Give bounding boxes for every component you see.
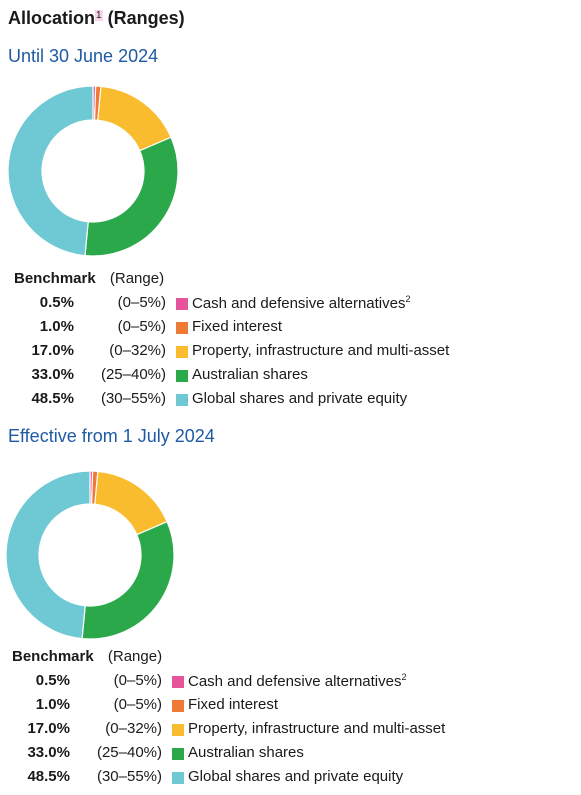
benchmark-value: 0.5% bbox=[39, 294, 74, 311]
legend-swatch bbox=[172, 748, 184, 760]
legend-swatch bbox=[176, 298, 188, 310]
legend-swatch bbox=[176, 370, 188, 382]
benchmark-header: Benchmark bbox=[12, 648, 94, 665]
benchmark-value: 17.0% bbox=[31, 342, 74, 359]
donut-slice-5 bbox=[7, 85, 94, 257]
legend-label-text: Fixed interest bbox=[188, 696, 279, 713]
benchmark-value: 1.0% bbox=[39, 318, 74, 335]
legend-row: 1.0% (0–5%) Fixed interest bbox=[0, 318, 500, 342]
range-header: (Range) bbox=[109, 270, 165, 287]
legend-label-text: Fixed interest bbox=[192, 318, 283, 335]
title-footnote: 1 bbox=[95, 10, 103, 21]
legend-label: Fixed interest bbox=[188, 696, 278, 713]
legend-label: Australian shares bbox=[192, 366, 308, 383]
legend-row: 48.5% (30–55%) Global shares and private e… bbox=[0, 390, 500, 414]
legend-row: 0.5% (0–5%) Cash and defensive alternative… bbox=[0, 294, 500, 318]
legend-label: Global shares and private equity bbox=[188, 768, 403, 785]
donut-slice-3 bbox=[94, 470, 168, 536]
title-suffix: (Ranges) bbox=[107, 8, 185, 28]
range-value: (25–40%) bbox=[100, 366, 166, 383]
allocation-section-from-july: Effective from 1 July 2024 Benchmark (Ra… bbox=[0, 426, 581, 795]
legend-label: Global shares and private equity bbox=[192, 390, 407, 407]
range-value: (30–55%) bbox=[96, 768, 162, 785]
donut-slice-4 bbox=[84, 136, 179, 257]
legend-row: 17.0% (0–32%) Property, infrastructure and… bbox=[0, 720, 496, 744]
range-value: (0–32%) bbox=[109, 342, 166, 359]
legend-label: Property, infrastructure and multi-asset bbox=[188, 720, 445, 737]
benchmark-value: 33.0% bbox=[31, 366, 74, 383]
legend-label-text: Global shares and private equity bbox=[192, 390, 408, 407]
donut-chart bbox=[5, 470, 175, 640]
legend-header: Benchmark (Range) bbox=[12, 648, 162, 665]
benchmark-value: 48.5% bbox=[27, 768, 70, 785]
range-value: (30–55%) bbox=[100, 390, 166, 407]
page-title: Allocation1 (Ranges) bbox=[8, 8, 185, 29]
legend-label: Australian shares bbox=[188, 744, 304, 761]
legend-swatch bbox=[176, 346, 188, 358]
legend-row: 0.5% (0–5%) Cash and defensive alternative… bbox=[0, 672, 496, 696]
benchmark-value: 17.0% bbox=[27, 720, 70, 737]
legend-label-text: Australian shares bbox=[192, 366, 308, 383]
legend-label-text: Property, infrastructure and multi-asset bbox=[188, 720, 446, 737]
legend-footnote: 2 bbox=[401, 672, 407, 682]
legend-swatch bbox=[172, 724, 184, 736]
legend-swatch bbox=[172, 676, 184, 688]
range-value: (0–5%) bbox=[117, 318, 166, 335]
legend-label: Fixed interest bbox=[192, 318, 282, 335]
range-value: (0–5%) bbox=[113, 672, 162, 689]
legend-label-text: Property, infrastructure and multi-asset bbox=[192, 342, 450, 359]
legend-label: Property, infrastructure and multi-asset bbox=[192, 342, 449, 359]
donut-slice-3 bbox=[97, 85, 172, 152]
allocation-section-until-june: Until 30 June 2024 Benchmark (Range) 0.5… bbox=[0, 46, 581, 416]
allocation-legend: Benchmark (Range) 0.5% (0–5%) Cash and def… bbox=[0, 270, 500, 410]
range-value: (0–5%) bbox=[113, 696, 162, 713]
donut-chart bbox=[7, 85, 179, 257]
legend-row: 17.0% (0–32%) Property, infrastructure and… bbox=[0, 342, 500, 366]
section-title: Until 30 June 2024 bbox=[8, 46, 159, 66]
legend-label-text: Cash and defensive alternatives bbox=[192, 295, 406, 312]
legend-row: 48.5% (30–55%) Global shares and private e… bbox=[0, 768, 496, 792]
legend-label: Cash and defensive alternatives2 bbox=[188, 672, 406, 690]
section-title: Effective from 1 July 2024 bbox=[8, 426, 215, 446]
legend-swatch bbox=[176, 394, 188, 406]
benchmark-value: 0.5% bbox=[35, 672, 70, 689]
legend-label-text: Global shares and private equity bbox=[188, 768, 404, 785]
legend-row: 1.0% (0–5%) Fixed interest bbox=[0, 696, 496, 720]
legend-label: Cash and defensive alternatives2 bbox=[192, 294, 410, 312]
benchmark-value: 1.0% bbox=[35, 696, 70, 713]
donut-slice-5 bbox=[5, 470, 91, 640]
legend-row: 33.0% (25–40%) Australian shares bbox=[0, 366, 500, 390]
legend-swatch bbox=[172, 772, 184, 784]
legend-footnote: 2 bbox=[405, 294, 411, 304]
allocation-legend: Benchmark (Range) 0.5% (0–5%) Cash and def… bbox=[0, 648, 496, 788]
benchmark-header: Benchmark bbox=[14, 270, 96, 287]
range-header: (Range) bbox=[107, 648, 163, 665]
benchmark-value: 33.0% bbox=[27, 744, 70, 761]
legend-label-text: Australian shares bbox=[188, 744, 304, 761]
range-value: (0–5%) bbox=[117, 294, 166, 311]
legend-label-text: Cash and defensive alternatives bbox=[188, 673, 402, 690]
benchmark-value: 48.5% bbox=[31, 390, 74, 407]
legend-row: 33.0% (25–40%) Australian shares bbox=[0, 744, 496, 768]
legend-swatch bbox=[176, 322, 188, 334]
title-text: Allocation bbox=[8, 8, 96, 28]
range-value: (0–32%) bbox=[105, 720, 162, 737]
range-value: (25–40%) bbox=[96, 744, 162, 761]
legend-header: Benchmark (Range) bbox=[14, 270, 164, 287]
donut-slice-4 bbox=[81, 520, 175, 640]
legend-swatch bbox=[172, 700, 184, 712]
